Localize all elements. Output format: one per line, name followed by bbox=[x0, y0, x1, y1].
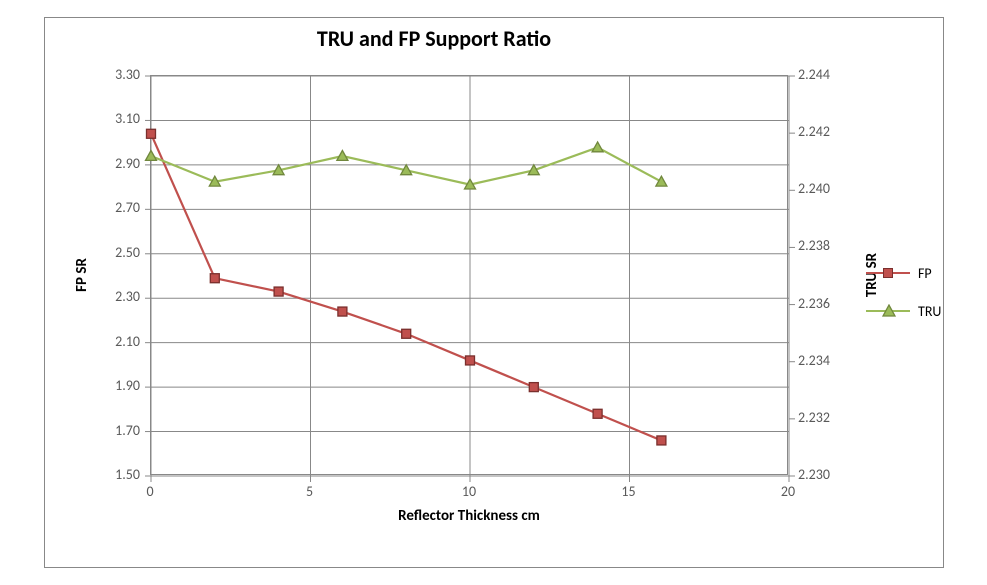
series-marker-FP bbox=[529, 383, 538, 392]
y-right-tick-label: 2.240 bbox=[798, 180, 830, 197]
x-axis-label: Reflector Thickness cm bbox=[150, 507, 788, 525]
y-left-tick-label: 2.10 bbox=[115, 333, 140, 350]
series-marker-TRU bbox=[656, 176, 667, 186]
legend-item-FP: FP bbox=[866, 263, 941, 283]
legend-swatch bbox=[866, 304, 910, 318]
series-marker-TRU bbox=[337, 151, 348, 161]
y-axis-left-label: FP SR bbox=[73, 258, 91, 292]
legend-item-TRU: TRU bbox=[866, 301, 941, 321]
series-marker-FP bbox=[210, 274, 219, 283]
x-tick-label: 20 bbox=[776, 483, 800, 500]
series-marker-FP bbox=[147, 129, 156, 138]
y-right-tick-label: 2.244 bbox=[798, 66, 830, 83]
plot-area bbox=[150, 75, 788, 475]
x-tick-label: 5 bbox=[298, 483, 322, 500]
legend-label: FP bbox=[918, 265, 932, 282]
y-left-tick-label: 1.90 bbox=[115, 377, 140, 394]
legend-marker-triangle bbox=[882, 304, 896, 318]
y-left-tick-label: 3.10 bbox=[115, 110, 140, 127]
y-right-tick-label: 2.230 bbox=[798, 466, 830, 483]
series-marker-FP bbox=[338, 307, 347, 316]
plot-svg bbox=[151, 76, 789, 476]
y-left-tick-label: 1.70 bbox=[115, 422, 140, 439]
y-right-tick-label: 2.242 bbox=[798, 123, 830, 140]
x-tick-label: 10 bbox=[457, 483, 481, 500]
series-marker-FP bbox=[402, 329, 411, 338]
x-tick-label: 15 bbox=[617, 483, 641, 500]
legend: FP TRU bbox=[866, 263, 941, 339]
y-left-tick-label: 2.50 bbox=[115, 244, 140, 261]
y-right-tick-label: 2.238 bbox=[798, 237, 830, 254]
legend-swatch bbox=[866, 266, 910, 280]
y-left-tick-label: 3.30 bbox=[115, 66, 140, 83]
legend-marker-square bbox=[883, 268, 893, 278]
y-right-tick-label: 2.236 bbox=[798, 295, 830, 312]
y-left-tick-label: 2.90 bbox=[115, 155, 140, 172]
series-marker-FP bbox=[466, 356, 475, 365]
y-right-tick-label: 2.234 bbox=[798, 352, 830, 369]
y-right-tick-label: 2.232 bbox=[798, 409, 830, 426]
legend-label: TRU bbox=[918, 303, 941, 320]
series-marker-FP bbox=[657, 436, 666, 445]
x-tick-label: 0 bbox=[138, 483, 162, 500]
y-left-tick-label: 2.70 bbox=[115, 199, 140, 216]
y-left-tick-label: 2.30 bbox=[115, 288, 140, 305]
chart-title: TRU and FP Support Ratio bbox=[44, 25, 824, 52]
y-left-tick-label: 1.50 bbox=[115, 466, 140, 483]
series-marker-TRU bbox=[592, 142, 603, 152]
series-marker-FP bbox=[593, 409, 602, 418]
series-marker-FP bbox=[274, 287, 283, 296]
